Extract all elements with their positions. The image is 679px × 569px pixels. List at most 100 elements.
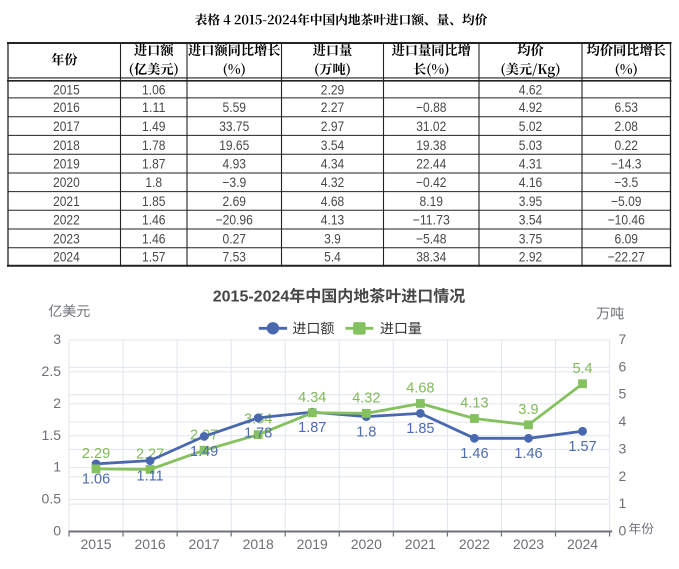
svg-text:1.78: 1.78	[244, 426, 272, 442]
svg-text:4.16: 4.16	[519, 174, 543, 190]
svg-text:1.57: 1.57	[142, 249, 166, 265]
svg-text:1.46: 1.46	[514, 446, 542, 462]
svg-text:2024: 2024	[53, 249, 80, 265]
svg-text:3.9: 3.9	[324, 230, 341, 246]
svg-text:2015: 2015	[80, 536, 111, 552]
svg-text:2.08: 2.08	[615, 118, 639, 134]
svg-text:4.93: 4.93	[223, 156, 247, 172]
svg-text:2021: 2021	[405, 536, 436, 552]
svg-text:1.49: 1.49	[142, 118, 166, 134]
svg-text:1.57: 1.57	[568, 439, 596, 455]
svg-text:3.95: 3.95	[519, 193, 543, 209]
svg-text:22.44: 22.44	[416, 156, 446, 172]
svg-text:1.5: 1.5	[42, 427, 62, 443]
svg-text:4.92: 4.92	[519, 99, 543, 115]
svg-text:6.09: 6.09	[615, 230, 639, 246]
svg-text:2018: 2018	[53, 137, 80, 153]
svg-text:0.22: 0.22	[615, 137, 639, 153]
svg-text:3: 3	[53, 331, 61, 347]
svg-text:6.53: 6.53	[615, 99, 639, 115]
svg-text:19.65: 19.65	[219, 137, 249, 153]
svg-text:0: 0	[619, 523, 627, 539]
svg-text:5.59: 5.59	[223, 99, 247, 115]
svg-text:2.27: 2.27	[321, 99, 345, 115]
svg-text:1.8: 1.8	[356, 424, 376, 440]
svg-text:4.13: 4.13	[321, 212, 345, 228]
svg-text:1.46: 1.46	[460, 446, 488, 462]
svg-text:1.85: 1.85	[406, 421, 434, 437]
svg-text:4.68: 4.68	[321, 193, 345, 209]
svg-text:2015: 2015	[53, 81, 80, 97]
svg-text:5.02: 5.02	[519, 118, 543, 134]
svg-text:2016: 2016	[53, 99, 80, 115]
svg-text:4.31: 4.31	[519, 156, 543, 172]
svg-text:2020: 2020	[53, 174, 80, 190]
svg-text:2: 2	[619, 468, 627, 484]
svg-text:1.87: 1.87	[142, 156, 166, 172]
svg-text:8.19: 8.19	[420, 193, 444, 209]
svg-text:−20.96: −20.96	[216, 212, 253, 228]
svg-text:0: 0	[53, 523, 61, 539]
svg-text:6: 6	[619, 358, 627, 374]
svg-text:1: 1	[619, 495, 627, 511]
svg-text:0.5: 0.5	[42, 491, 62, 507]
svg-text:5.4: 5.4	[572, 361, 592, 377]
svg-text:−5.09: −5.09	[611, 193, 642, 209]
svg-text:2.29: 2.29	[321, 81, 345, 97]
svg-text:4.62: 4.62	[519, 81, 543, 97]
svg-text:0.27: 0.27	[223, 230, 247, 246]
svg-text:2024: 2024	[567, 536, 598, 552]
svg-text:5.4: 5.4	[324, 249, 341, 265]
svg-text:1.87: 1.87	[298, 420, 326, 436]
svg-text:−3.5: −3.5	[614, 174, 638, 190]
svg-text:2019: 2019	[53, 156, 80, 172]
svg-text:−5.48: −5.48	[416, 230, 447, 246]
svg-text:2016: 2016	[135, 536, 166, 552]
svg-text:−14.3: −14.3	[611, 156, 642, 172]
svg-text:1.06: 1.06	[142, 81, 166, 97]
svg-text:−10.46: −10.46	[608, 212, 645, 228]
svg-text:3: 3	[619, 440, 627, 456]
svg-text:2.29: 2.29	[82, 446, 110, 462]
svg-text:4: 4	[619, 413, 627, 429]
svg-text:3.9: 3.9	[518, 402, 538, 418]
svg-text:2023: 2023	[513, 536, 544, 552]
svg-text:3.54: 3.54	[519, 212, 543, 228]
svg-text:1.11: 1.11	[142, 99, 166, 115]
svg-text:1.06: 1.06	[82, 472, 110, 488]
svg-text:3.54: 3.54	[321, 137, 345, 153]
svg-text:2017: 2017	[53, 118, 80, 134]
svg-text:2018: 2018	[243, 536, 274, 552]
svg-text:33.75: 33.75	[219, 118, 249, 134]
svg-text:−22.27: −22.27	[608, 249, 645, 265]
svg-text:3.75: 3.75	[519, 230, 543, 246]
svg-text:2019: 2019	[297, 536, 328, 552]
svg-text:1.11: 1.11	[137, 468, 164, 484]
svg-text:−3.9: −3.9	[222, 174, 246, 190]
svg-text:38.34: 38.34	[416, 249, 446, 265]
svg-text:1.78: 1.78	[142, 137, 166, 153]
svg-text:2015-2024: 2015-2024	[213, 289, 290, 306]
svg-text:2.5: 2.5	[42, 363, 62, 379]
svg-text:2022: 2022	[459, 536, 490, 552]
svg-text:1.46: 1.46	[142, 212, 166, 228]
svg-text:31.02: 31.02	[416, 118, 446, 134]
svg-text:1.85: 1.85	[142, 193, 166, 209]
svg-text:1.8: 1.8	[145, 174, 162, 190]
svg-text:−11.73: −11.73	[413, 212, 450, 228]
svg-text:7: 7	[619, 331, 627, 347]
svg-text:5.03: 5.03	[519, 137, 543, 153]
svg-text:2.97: 2.97	[321, 118, 345, 134]
svg-text:2.92: 2.92	[519, 249, 543, 265]
svg-text:2021: 2021	[53, 193, 80, 209]
svg-text:2.69: 2.69	[223, 193, 247, 209]
svg-text:1.46: 1.46	[142, 230, 166, 246]
svg-text:2023: 2023	[53, 230, 80, 246]
svg-text:7.53: 7.53	[223, 249, 247, 265]
svg-text:1.49: 1.49	[190, 444, 218, 460]
svg-text:−0.42: −0.42	[416, 174, 447, 190]
svg-text:2: 2	[53, 395, 61, 411]
svg-text:19.38: 19.38	[416, 137, 446, 153]
svg-text:1: 1	[53, 459, 61, 475]
svg-text:2020: 2020	[351, 536, 382, 552]
